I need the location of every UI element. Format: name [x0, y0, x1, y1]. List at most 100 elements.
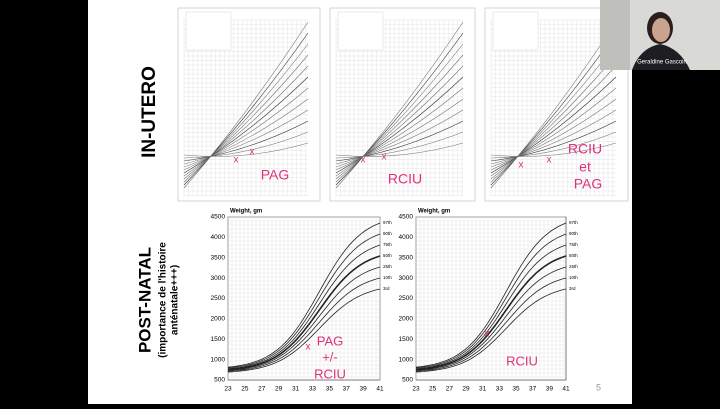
- percentile-curve: [490, 98, 617, 168]
- section-note: (importance de l'histoire: [158, 242, 169, 358]
- y-tick-label: 4000: [211, 234, 226, 241]
- percentile-curve: [227, 255, 381, 371]
- video-wall: [600, 0, 630, 70]
- y-tick-label: 4500: [211, 214, 226, 221]
- percentile-curve: [183, 87, 309, 171]
- x-tick-label: 33: [496, 386, 504, 393]
- percentile-curve: [227, 233, 381, 369]
- annotation-marker: x: [361, 155, 366, 166]
- percentile-curve: [335, 54, 464, 180]
- annotation: RCIU: [506, 353, 538, 368]
- annotation: PAG: [574, 176, 603, 192]
- x-tick-label: 31: [292, 386, 300, 393]
- curve-label: 3rd: [569, 286, 576, 291]
- percentile-curve: [415, 266, 567, 371]
- curve-label: 3rd: [383, 286, 390, 291]
- percentile-curve: [227, 277, 381, 372]
- y-tick-label: 1000: [399, 356, 414, 363]
- x-tick-label: 35: [512, 386, 520, 393]
- x-tick-label: 41: [562, 386, 570, 393]
- percentile-curve: [415, 255, 567, 371]
- percentile-curve: [183, 142, 309, 157]
- annotation: RCIU: [568, 141, 602, 157]
- y-tick-label: 4500: [399, 214, 414, 221]
- legend-box: [337, 11, 384, 51]
- x-tick-label: 29: [462, 386, 470, 393]
- x-tick-label: 29: [275, 386, 283, 393]
- percentile-curve: [183, 21, 309, 189]
- percentile-curve: [335, 131, 464, 159]
- percentile-curve: [183, 76, 309, 174]
- legend-box: [185, 11, 232, 51]
- annotation: PAG: [261, 167, 290, 183]
- x-tick-label: 23: [224, 386, 232, 393]
- percentile-curve: [335, 32, 464, 186]
- annotation-marker: x: [485, 329, 490, 340]
- percentile-curve: [490, 65, 617, 177]
- x-tick-label: 27: [258, 386, 266, 393]
- percentile-curve: [227, 266, 381, 371]
- percentile-curve: [183, 120, 309, 162]
- section-note: anténatale+++): [170, 265, 181, 335]
- curve-label: 97th: [569, 220, 578, 225]
- percentile-curve: [490, 54, 617, 180]
- percentile-curve: [335, 98, 464, 168]
- curve-label: 50th: [569, 253, 578, 258]
- percentile-curve: [335, 120, 464, 162]
- annotation: RCIU: [314, 366, 346, 381]
- y-tick-label: 4000: [399, 234, 414, 241]
- percentile-curve: [227, 244, 381, 370]
- annotation: PAG: [317, 333, 344, 348]
- axis-title: Weight, gm: [230, 209, 262, 215]
- percentile-curve: [335, 21, 464, 189]
- curve-label: 50th: [383, 253, 392, 258]
- x-tick-label: 37: [529, 386, 537, 393]
- percentile-curve: [335, 43, 464, 183]
- percentile-curve: [335, 65, 464, 177]
- section-label: IN-UTERO: [139, 66, 160, 158]
- x-tick-label: 25: [429, 386, 437, 393]
- x-tick-label: 33: [309, 386, 317, 393]
- x-tick-label: 35: [326, 386, 334, 393]
- percentile-curve: [415, 288, 567, 373]
- percentile-curve: [183, 32, 309, 186]
- person-face: [652, 18, 670, 42]
- y-tick-label: 1500: [399, 336, 414, 343]
- x-tick-label: 39: [546, 386, 554, 393]
- person-body: [632, 44, 690, 70]
- annotation-marker: x: [306, 342, 311, 353]
- curve-label: 90th: [383, 231, 392, 236]
- percentile-curve: [490, 120, 617, 162]
- x-tick-label: 41: [376, 386, 384, 393]
- percentile-curve: [415, 244, 567, 370]
- curve-label: 25th: [383, 264, 392, 269]
- percentile-curve: [490, 142, 617, 157]
- annotation: et: [579, 159, 591, 175]
- percentile-curve: [335, 76, 464, 174]
- annotation-marker: x: [382, 152, 387, 163]
- percentile-curve: [490, 109, 617, 165]
- curve-label: 75th: [569, 242, 578, 247]
- percentile-curve: [335, 142, 464, 157]
- curve-label: 25th: [569, 264, 578, 269]
- axis-title: Weight, gm: [418, 209, 450, 215]
- percentile-curve: [183, 43, 309, 183]
- percentile-curve: [227, 222, 381, 368]
- x-tick-label: 25: [241, 386, 249, 393]
- percentile-curve: [227, 288, 381, 373]
- percentile-curve: [415, 233, 567, 369]
- percentile-curve: [183, 54, 309, 180]
- growth-chart-frame: [415, 216, 567, 381]
- annotation-marker: x: [250, 147, 255, 158]
- legend-box: [492, 11, 539, 51]
- y-tick-label: 2500: [211, 295, 226, 302]
- participant-name: Geraldine Gascoin: [637, 60, 687, 66]
- y-tick-label: 500: [214, 377, 225, 384]
- y-tick-label: 500: [402, 377, 413, 384]
- curve-label: 75th: [383, 242, 392, 247]
- annotation: RCIU: [388, 171, 422, 187]
- section-label: POST-NATAL: [135, 247, 154, 353]
- annotation-marker: x: [547, 155, 552, 166]
- curve-label: 90th: [569, 231, 578, 236]
